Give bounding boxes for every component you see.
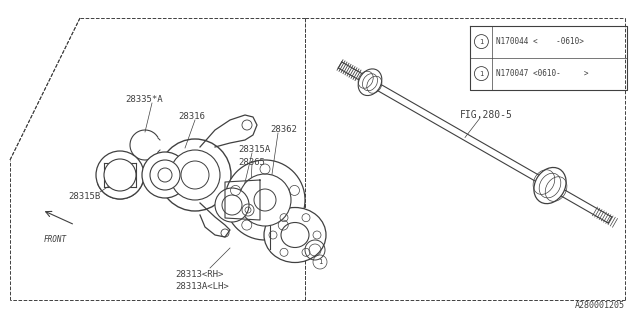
Ellipse shape [222, 195, 242, 215]
Text: FRONT: FRONT [44, 235, 67, 244]
Text: A280001205: A280001205 [575, 301, 625, 310]
Ellipse shape [159, 139, 231, 211]
Text: 28313A<LH>: 28313A<LH> [175, 282, 228, 291]
Ellipse shape [254, 189, 276, 211]
Text: FIG.280-5: FIG.280-5 [460, 110, 513, 120]
Text: 1: 1 [318, 259, 322, 265]
Ellipse shape [96, 151, 144, 199]
Text: N170044 <    -0610>: N170044 < -0610> [497, 37, 584, 46]
Text: 28316: 28316 [178, 112, 205, 121]
Ellipse shape [142, 152, 188, 198]
Text: 28365: 28365 [238, 158, 265, 167]
Text: 1: 1 [479, 39, 484, 44]
Ellipse shape [281, 222, 309, 247]
Text: 1: 1 [479, 71, 484, 76]
Ellipse shape [215, 188, 249, 222]
Ellipse shape [534, 167, 566, 204]
Ellipse shape [170, 150, 220, 200]
Text: 28362: 28362 [270, 125, 297, 134]
Text: N170047 <0610-     >: N170047 <0610- > [497, 69, 589, 78]
Ellipse shape [158, 168, 172, 182]
Text: 28315A: 28315A [238, 145, 270, 154]
Ellipse shape [181, 161, 209, 189]
Ellipse shape [225, 160, 305, 240]
Ellipse shape [264, 207, 326, 262]
Ellipse shape [104, 159, 136, 191]
Text: 28335*A: 28335*A [125, 95, 163, 104]
Ellipse shape [239, 174, 291, 226]
Text: 28313<RH>: 28313<RH> [175, 270, 223, 279]
Text: 28315B: 28315B [68, 192, 100, 201]
Ellipse shape [150, 160, 180, 190]
Ellipse shape [358, 69, 382, 96]
